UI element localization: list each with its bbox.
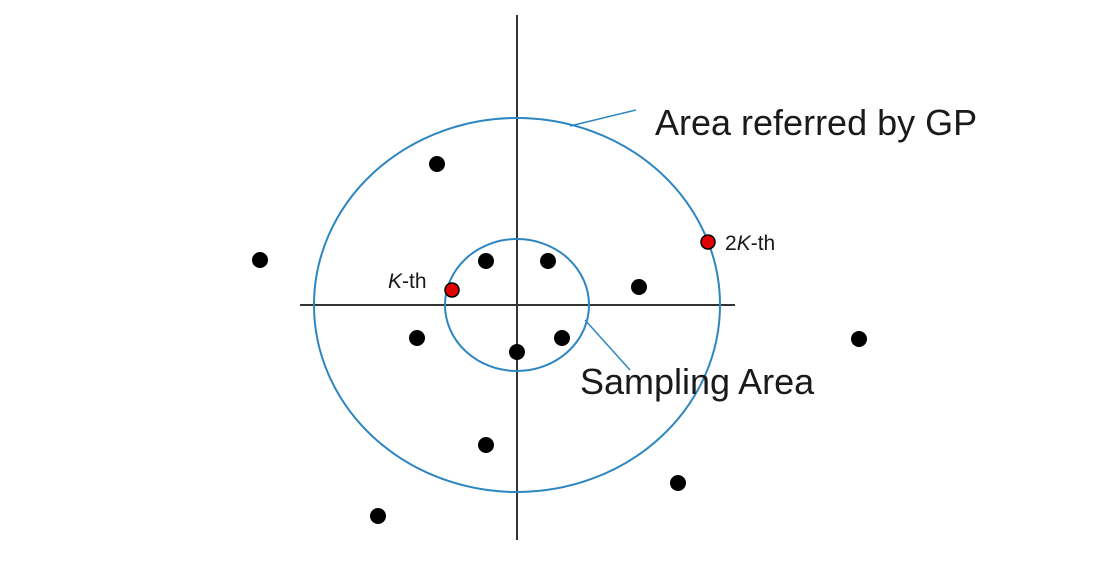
sample-point [252, 252, 268, 268]
sample-point [370, 508, 386, 524]
kth-point [444, 282, 460, 298]
sample-point [631, 279, 647, 295]
gp-area-label: Area referred by GP [655, 102, 977, 143]
kth-label-italic: K [388, 270, 403, 293]
sample-point [670, 475, 686, 491]
sampling-area-label: Sampling Area [580, 361, 815, 402]
sample-point [478, 437, 494, 453]
2kth-label-italic: K [737, 232, 752, 255]
2kth-label-prefix: 2 [725, 232, 737, 255]
gp-area-circle [313, 117, 721, 493]
2kth-point [700, 234, 716, 250]
sample-point [540, 253, 556, 269]
sample-point [478, 253, 494, 269]
sample-point [429, 156, 445, 172]
2kth-label-suffix: -th [751, 232, 776, 255]
sampling-area-circle [444, 238, 590, 372]
sample-point [409, 330, 425, 346]
sampling-area-leader-line [584, 319, 631, 371]
2kth-label: 2K-th [725, 232, 775, 255]
kth-label-suffix: -th [402, 270, 427, 293]
gp-area-leader-line [569, 109, 637, 127]
sample-point [509, 344, 525, 360]
sample-point [554, 330, 570, 346]
sample-point [851, 331, 867, 347]
kth-label: K-th [388, 270, 427, 293]
